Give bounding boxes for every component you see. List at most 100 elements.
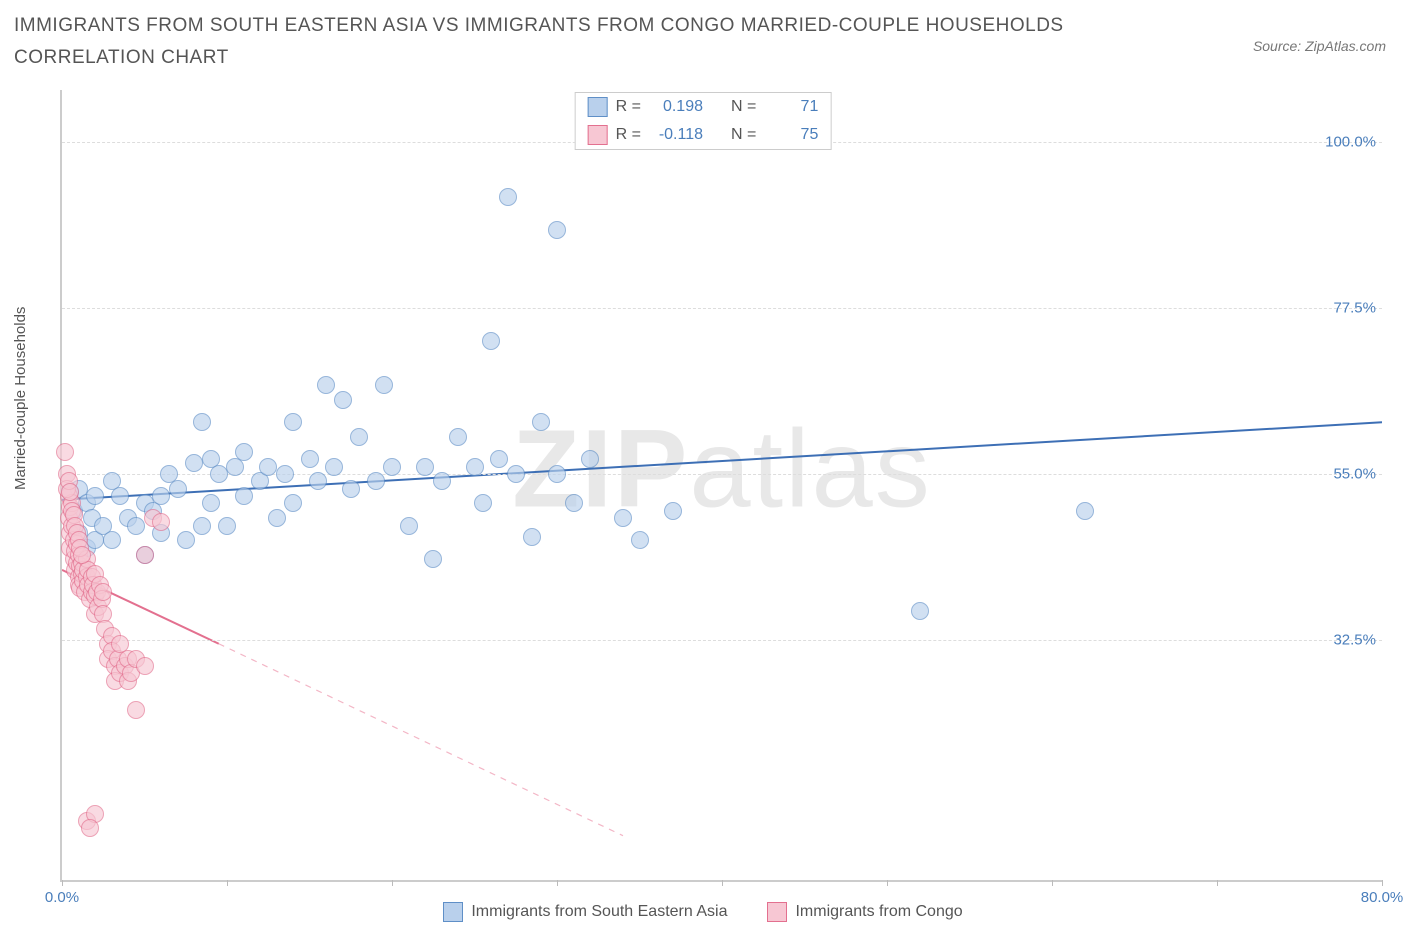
watermark: ZIPatlas	[512, 406, 931, 533]
r-value-pink: -0.118	[649, 126, 703, 144]
scatter-point	[202, 494, 220, 512]
x-tick	[392, 880, 393, 886]
legend-label-blue: Immigrants from South Eastern Asia	[471, 903, 727, 921]
scatter-point	[532, 413, 550, 431]
scatter-point	[548, 221, 566, 239]
y-gridline	[62, 308, 1382, 309]
scatter-point	[301, 450, 319, 468]
y-tick-label: 77.5%	[1333, 299, 1376, 316]
scatter-point	[466, 458, 484, 476]
scatter-point	[193, 413, 211, 431]
x-tick	[1217, 880, 1218, 886]
y-axis-label: Married-couple Households	[12, 307, 29, 490]
scatter-point	[284, 413, 302, 431]
scatter-point	[424, 550, 442, 568]
scatter-point	[268, 509, 286, 527]
scatter-point	[342, 480, 360, 498]
scatter-point	[276, 465, 294, 483]
scatter-point	[218, 517, 236, 535]
source-label: Source: ZipAtlas.com	[1253, 38, 1386, 54]
scatter-point	[334, 391, 352, 409]
scatter-point	[235, 487, 253, 505]
legend-item-pink: Immigrants from Congo	[767, 902, 962, 922]
scatter-point	[152, 513, 170, 531]
swatch-pink	[767, 902, 787, 922]
scatter-point	[235, 443, 253, 461]
stats-row-pink: R = -0.118 N = 75	[576, 121, 831, 149]
scatter-point	[499, 188, 517, 206]
swatch-blue	[588, 97, 608, 117]
scatter-point	[111, 487, 129, 505]
scatter-point	[565, 494, 583, 512]
scatter-point	[482, 332, 500, 350]
scatter-point	[86, 487, 104, 505]
x-tick	[722, 880, 723, 886]
scatter-point	[127, 517, 145, 535]
n-label: N =	[731, 98, 756, 116]
legend-label-pink: Immigrants from Congo	[795, 903, 962, 921]
stats-row-blue: R = 0.198 N = 71	[576, 93, 831, 121]
scatter-point	[523, 528, 541, 546]
scatter-point	[94, 583, 112, 601]
scatter-point	[375, 376, 393, 394]
r-label: R =	[616, 98, 641, 116]
x-tick	[887, 880, 888, 886]
scatter-point	[177, 531, 195, 549]
scatter-point	[400, 517, 418, 535]
scatter-point	[581, 450, 599, 468]
scatter-point	[136, 657, 154, 675]
scatter-point	[210, 465, 228, 483]
scatter-point	[61, 483, 79, 501]
x-tick	[1052, 880, 1053, 886]
scatter-point	[136, 546, 154, 564]
scatter-point	[449, 428, 467, 446]
scatter-point	[350, 428, 368, 446]
scatter-point	[259, 458, 277, 476]
scatter-point	[383, 458, 401, 476]
scatter-point	[548, 465, 566, 483]
chart-title: IMMIGRANTS FROM SOUTH EASTERN ASIA VS IM…	[14, 10, 1104, 75]
scatter-point	[631, 531, 649, 549]
scatter-point	[367, 472, 385, 490]
scatter-point	[474, 494, 492, 512]
stats-legend: R = 0.198 N = 71 R = -0.118 N = 75	[575, 92, 832, 150]
r-value-blue: 0.198	[649, 98, 703, 116]
scatter-point	[507, 465, 525, 483]
y-tick-label: 100.0%	[1325, 133, 1376, 150]
scatter-point	[185, 454, 203, 472]
chart-plot-area: ZIPatlas 32.5%55.0%77.5%100.0%0.0%80.0%	[60, 90, 1382, 882]
r-label: R =	[616, 126, 641, 144]
n-label: N =	[731, 126, 756, 144]
n-value-pink: 75	[764, 126, 818, 144]
y-tick-label: 55.0%	[1333, 465, 1376, 482]
y-tick-label: 32.5%	[1333, 632, 1376, 649]
scatter-point	[1076, 502, 1094, 520]
scatter-point	[911, 602, 929, 620]
scatter-point	[317, 376, 335, 394]
swatch-blue	[443, 902, 463, 922]
scatter-point	[81, 819, 99, 837]
x-tick	[227, 880, 228, 886]
n-value-blue: 71	[764, 98, 818, 116]
y-gridline	[62, 640, 1382, 641]
x-tick	[557, 880, 558, 886]
x-tick	[1382, 880, 1383, 886]
bottom-legend: Immigrants from South Eastern Asia Immig…	[0, 902, 1406, 922]
scatter-point	[103, 531, 121, 549]
scatter-point	[73, 546, 91, 564]
scatter-point	[56, 443, 74, 461]
scatter-point	[284, 494, 302, 512]
x-tick	[62, 880, 63, 886]
swatch-pink	[588, 125, 608, 145]
scatter-point	[193, 517, 211, 535]
scatter-point	[309, 472, 327, 490]
scatter-point	[416, 458, 434, 476]
legend-item-blue: Immigrants from South Eastern Asia	[443, 902, 727, 922]
scatter-point	[490, 450, 508, 468]
scatter-point	[325, 458, 343, 476]
scatter-point	[664, 502, 682, 520]
scatter-point	[169, 480, 187, 498]
scatter-point	[127, 701, 145, 719]
scatter-point	[152, 487, 170, 505]
scatter-point	[433, 472, 451, 490]
